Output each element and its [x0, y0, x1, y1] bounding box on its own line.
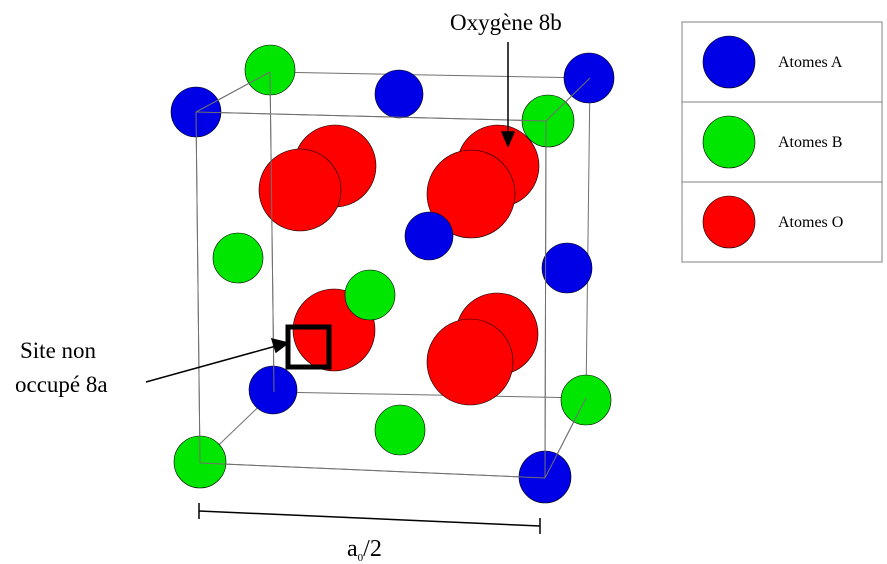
legend-swatch-atom-b: [702, 115, 756, 169]
oxygen-arrowhead: [500, 131, 516, 148]
vacant-arrowhead: [270, 337, 290, 354]
atom-b: [212, 232, 264, 284]
lattice-param-suffix: /2: [363, 536, 382, 562]
front-edges: [195, 71, 591, 479]
cell-edge: [544, 397, 587, 479]
lattice-param-sub: 0: [358, 552, 364, 564]
vacant-site-label-line1: Site non: [20, 338, 97, 363]
atom-a: [374, 69, 424, 119]
lattice-param-base: a: [347, 536, 358, 562]
lattice-parameter-label: a0/2: [347, 536, 382, 564]
cell-edge: [269, 71, 591, 79]
legend-swatch-atom-a: [702, 35, 756, 89]
atom-b: [344, 269, 396, 321]
cell-edge: [273, 391, 587, 399]
atom-o: [426, 318, 514, 406]
vacant-arrow-line: [145, 345, 277, 383]
cell-edge: [195, 111, 201, 464]
atom-b: [560, 374, 612, 426]
atom-a: [541, 242, 593, 294]
atom-a: [248, 365, 298, 415]
vacant-site-label-line2: occupé 8a: [15, 372, 108, 397]
oxygen-site-label: Oxygène 8b: [450, 10, 562, 35]
legend-label-atom-o: Atomes O: [778, 214, 843, 231]
cell-edge: [195, 111, 547, 122]
atom-o: [258, 148, 342, 232]
legend-label-atom-a: Atomes A: [778, 54, 843, 71]
cell-edge: [545, 77, 591, 122]
atom-b: [521, 94, 575, 148]
cell-edge: [199, 462, 546, 479]
pointer-arrows: [145, 42, 516, 383]
atom-o: [426, 149, 516, 239]
vacant-site-marker: [285, 324, 332, 370]
legend: Atomes A Atomes B Atomes O: [681, 21, 883, 263]
lattice-scale-bar: [198, 503, 541, 534]
atom-b: [374, 404, 426, 456]
cell-edge: [585, 77, 591, 399]
atom-a: [404, 211, 454, 261]
legend-swatch-atom-o: [702, 195, 756, 249]
back-atoms: [170, 44, 615, 504]
scale-bar-line: [198, 510, 541, 527]
legend-label-atom-b: Atomes B: [778, 134, 842, 151]
cell-edge: [544, 120, 547, 479]
cell-edge: [195, 71, 271, 113]
